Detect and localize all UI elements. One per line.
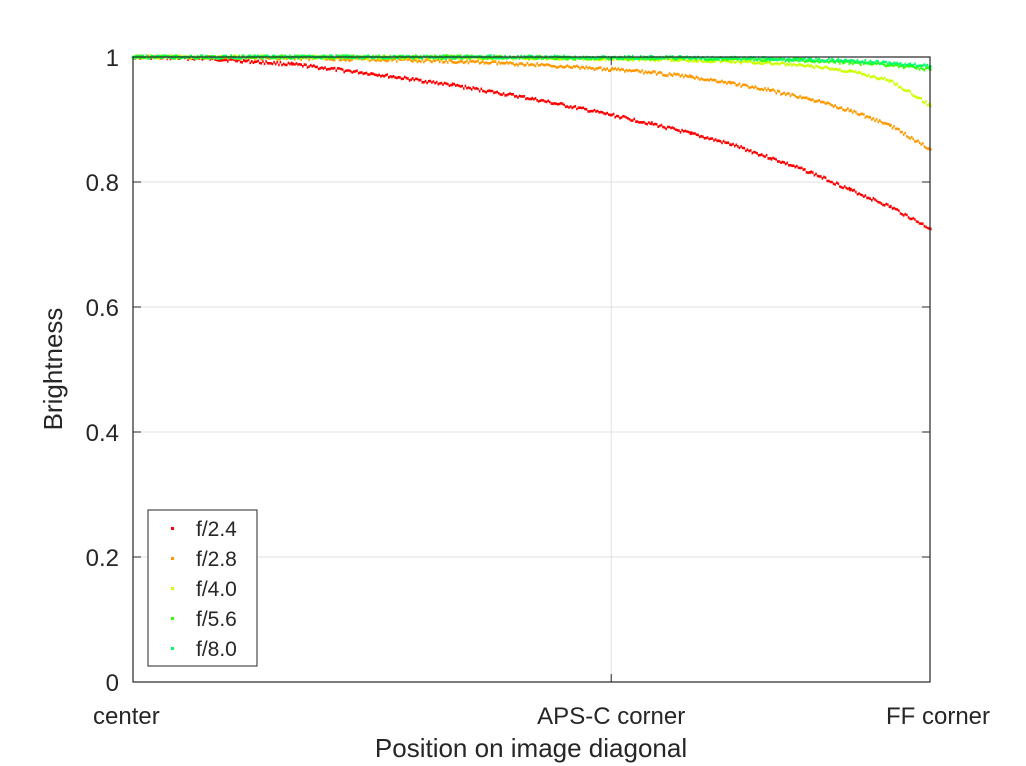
plot-background <box>133 57 930 682</box>
y-tick-label: 0.8 <box>86 170 119 197</box>
data-point <box>530 63 533 66</box>
data-point <box>809 58 812 61</box>
data-point <box>769 57 772 61</box>
plot-frame <box>132 56 931 683</box>
data-point <box>809 171 812 174</box>
legend-label: f/2.4 <box>196 518 237 541</box>
legend-item: f/2.4 <box>171 518 237 541</box>
y-axis-label: Brightness <box>38 308 68 431</box>
legend-label: f/2.8 <box>196 548 237 571</box>
data-point <box>849 188 852 192</box>
legend-marker <box>171 557 174 560</box>
data-point <box>729 143 733 146</box>
legend-label: f/5.6 <box>196 608 237 631</box>
data-point <box>769 89 772 93</box>
data-point <box>729 81 733 85</box>
data-point <box>649 122 653 126</box>
y-tick-label: 0.2 <box>86 545 119 572</box>
y-tick-label: 0.6 <box>86 295 119 322</box>
data-point <box>530 97 533 101</box>
data-point <box>370 72 374 76</box>
legend-marker <box>171 617 174 620</box>
data-point <box>888 205 892 209</box>
data-point <box>609 113 613 117</box>
x-tick-label: center <box>93 703 160 730</box>
grid <box>133 57 930 682</box>
data-point <box>809 98 812 101</box>
x-tick-label: FF corner <box>886 703 990 730</box>
legend-marker <box>171 647 174 650</box>
data-point <box>888 61 892 65</box>
y-tick-label: 0 <box>106 670 119 697</box>
data-point <box>849 59 852 63</box>
legend-marker <box>171 587 174 590</box>
legend-item: f/5.6 <box>171 608 237 631</box>
data-point <box>769 61 772 65</box>
y-tick-label: 0.4 <box>86 420 119 447</box>
data-point <box>450 60 454 63</box>
data-point <box>689 132 693 136</box>
data-point <box>609 68 613 71</box>
data-point <box>849 70 852 73</box>
legend-item: f/2.8 <box>171 548 237 571</box>
legend-label: f/8.0 <box>196 638 237 661</box>
legend-box <box>147 509 258 667</box>
data-point <box>649 71 653 74</box>
x-tick-label: APS-C corner <box>537 703 685 730</box>
data-point <box>291 63 294 66</box>
axis-ticks: 0 0.2 0.4 0.6 0.8 1 center APS-C corner FF corne… <box>86 45 990 730</box>
data-point <box>809 65 812 68</box>
legend-item: f/8.0 <box>171 638 237 661</box>
data-point <box>729 60 733 63</box>
legend-item: f/4.0 <box>171 578 237 601</box>
legend: f/2.4 f/2.8 f/4.0 f/5.6 f/8.0 <box>147 509 258 667</box>
x-axis-label: Position on image diagonal <box>375 733 687 763</box>
legend-marker <box>171 527 174 530</box>
y-tick-label: 1 <box>106 45 119 72</box>
data-point <box>849 109 852 113</box>
data-point <box>888 124 892 128</box>
data-point <box>769 156 772 160</box>
data-point <box>450 83 454 87</box>
legend-label: f/4.0 <box>196 578 237 601</box>
data-point <box>689 75 693 79</box>
data-point <box>888 79 892 83</box>
